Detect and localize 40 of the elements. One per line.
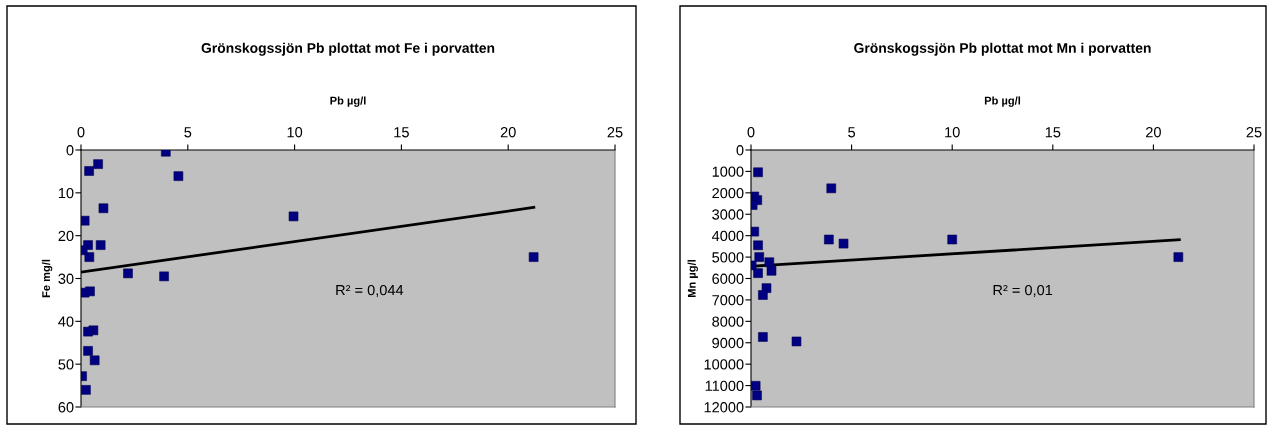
- annotation: R² = 0,044: [336, 284, 404, 297]
- y-tick-label: 8000: [712, 316, 744, 327]
- x-tick-label: 10: [945, 127, 960, 138]
- x-tick-label: 0: [77, 127, 85, 138]
- y-tick-label: 2000: [712, 187, 744, 199]
- y-tick-label: 4000: [711, 230, 744, 242]
- x-axis-title: Pb µg/l: [984, 96, 1021, 107]
- y-axis-title: Mn µg/l: [687, 260, 698, 297]
- chart-title: Grönskogssjön Pb plottat mot Mn i porvatten: [854, 42, 1151, 56]
- y-tick-label: 0: [736, 145, 744, 156]
- y-tick-label: 30: [58, 273, 74, 284]
- y-tick-label: 6000: [712, 273, 744, 284]
- y-axis-title: Fe mg/l: [41, 259, 53, 298]
- y-tick-label: 7000: [712, 295, 744, 306]
- y-tick-label: 50: [58, 359, 74, 370]
- y-tick-label: 12000: [704, 402, 744, 413]
- y-tick-label: 20: [58, 230, 74, 242]
- chart-title: Grönskogssjön Pb plottat mot Fe i porvatten: [201, 42, 495, 56]
- y-tick-label: 60: [58, 402, 74, 413]
- y-tick-label: 3000: [712, 209, 744, 220]
- x-axis-title: Pb µg/l: [330, 96, 366, 107]
- y-tick-label: 0: [66, 145, 74, 156]
- x-tick-label: 25: [607, 127, 623, 138]
- y-tick-label: 5000: [712, 252, 744, 263]
- y-tick-label: 40: [58, 316, 74, 327]
- x-tick-label: 25: [1246, 127, 1262, 138]
- x-tick-label: 5: [848, 127, 856, 138]
- x-tick-label: 5: [184, 127, 192, 138]
- y-tick-label: 10: [58, 187, 74, 199]
- x-tick-label: 15: [394, 127, 409, 138]
- x-tick-label: 20: [1146, 127, 1161, 138]
- y-tick-label: 1000: [712, 166, 744, 177]
- y-tick-label: 9000: [712, 337, 744, 349]
- x-tick-label: 20: [500, 127, 516, 138]
- x-tick-label: 0: [747, 127, 755, 138]
- annotation: R² = 0,01: [993, 284, 1053, 297]
- x-tick-label: 15: [1045, 127, 1061, 138]
- x-tick-label: 10: [287, 127, 303, 138]
- y-tick-label: 10000: [704, 359, 744, 370]
- y-tick-label: 11000: [705, 380, 744, 392]
